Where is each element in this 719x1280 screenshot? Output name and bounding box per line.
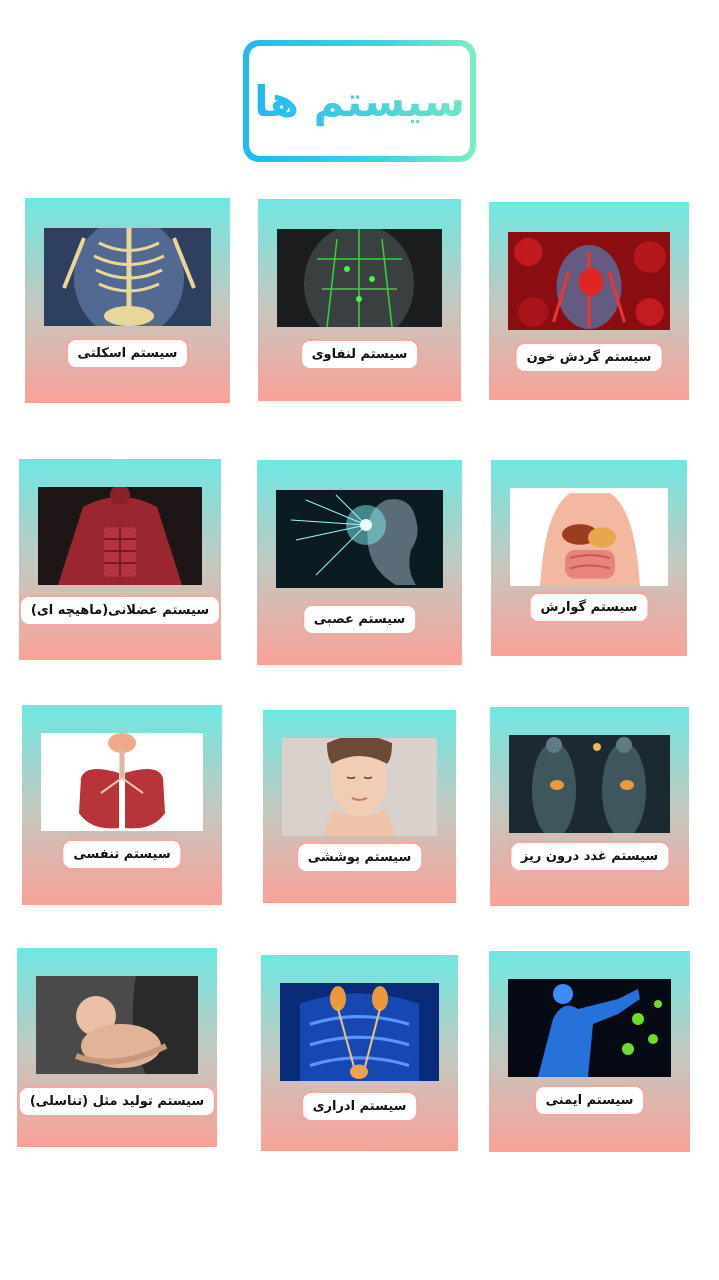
endocrine-system-image (509, 735, 670, 833)
reproductive-system-image (36, 976, 198, 1074)
card-label: سیستم گوارش (528, 592, 650, 623)
page-title-inner: سیستم ها (249, 46, 470, 156)
card-label: سیستم تولید مثل (تناسلی) (17, 1086, 217, 1117)
circulatory-system-image (508, 232, 670, 330)
muscular-system-image (38, 487, 202, 585)
card-integumentary[interactable]: سیستم پوششی (263, 710, 456, 903)
card-label: سیستم ایمنی (533, 1085, 646, 1116)
integumentary-system-image (282, 738, 437, 836)
card-label: سیستم اسکلتی (65, 338, 190, 369)
card-label: سیستم پوششی (295, 842, 424, 873)
card-label: سیستم عصبی (301, 604, 418, 635)
page-title-frame: سیستم ها (243, 40, 476, 162)
page-title: سیستم ها (254, 76, 465, 126)
card-label: سیستم ادراری (300, 1091, 419, 1122)
card-skeletal[interactable]: سیستم اسکلتی (25, 198, 230, 403)
lymphatic-system-image (277, 229, 442, 327)
nervous-system-image (276, 490, 443, 588)
card-digestive[interactable]: سیستم گوارش (491, 460, 687, 656)
card-label: سیستم گردش خون (514, 342, 664, 373)
skeletal-system-image (44, 228, 211, 326)
card-label: سیستم عضلانی(ماهیچه ای) (18, 595, 222, 626)
respiratory-system-image (41, 733, 203, 831)
card-circulatory[interactable]: سیستم گردش خون (489, 202, 689, 400)
card-immune[interactable]: سیستم ایمنی (489, 951, 690, 1152)
card-label: سیستم لنفاوی (299, 339, 420, 370)
urinary-system-image (280, 983, 439, 1081)
card-respiratory[interactable]: سیستم تنفسی (22, 705, 222, 905)
card-urinary[interactable]: سیستم ادراری (261, 955, 458, 1151)
card-lymphatic[interactable]: سیستم لنفاوی (258, 199, 461, 401)
card-muscular[interactable]: سیستم عضلانی(ماهیچه ای) (18, 459, 222, 660)
digestive-system-image (510, 488, 668, 586)
card-reproductive[interactable]: سیستم تولید مثل (تناسلی) (17, 948, 217, 1147)
immune-system-image (508, 979, 671, 1077)
card-endocrine[interactable]: سیستم غدد درون ریز (490, 707, 689, 906)
card-nervous[interactable]: سیستم عصبی (257, 460, 462, 665)
card-label: سیستم غدد درون ریز (508, 841, 671, 872)
card-label: سیستم تنفسی (61, 839, 183, 870)
